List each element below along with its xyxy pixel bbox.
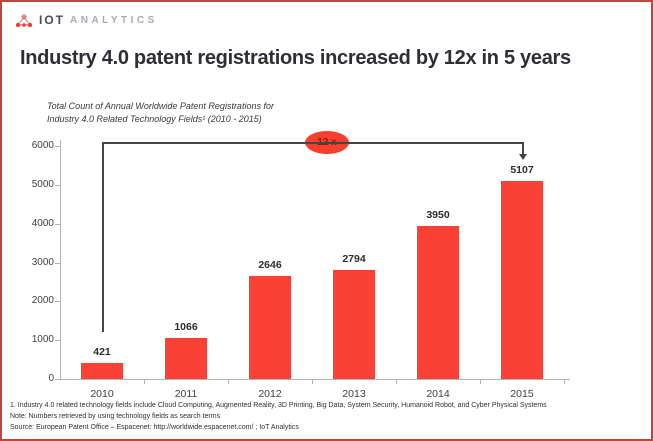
- x-axis-label: 2013: [342, 388, 366, 400]
- x-axis-tick: [480, 380, 481, 384]
- bar-value-label: 2646: [258, 259, 282, 272]
- y-axis-tick-label: 0: [48, 373, 54, 384]
- x-axis-tick: [396, 380, 397, 384]
- bar-2010: [81, 362, 123, 379]
- x-axis-tick: [228, 380, 229, 384]
- y-axis-tick: [55, 379, 60, 380]
- y-axis-tick: [55, 223, 60, 225]
- chart-subtitle-line2: Industry 4.0 Related Technology Fields¹ …: [47, 113, 262, 124]
- logo-text-iot: IOT: [39, 13, 65, 27]
- bar-2015: [501, 180, 543, 379]
- growth-annotation-line: [522, 142, 524, 154]
- bar-value-label: 5107: [510, 163, 534, 176]
- chart-subtitle: Total Count of Annual Worldwide Patent R…: [47, 100, 274, 125]
- y-axis-tick-label: 3000: [31, 256, 54, 268]
- x-axis-tick: [564, 380, 565, 384]
- y-axis-tick-label: 1000: [31, 334, 54, 346]
- growth-annotation-line: [102, 142, 104, 332]
- y-axis-tick: [55, 340, 60, 342]
- y-axis-tick-label: 4000: [31, 217, 54, 229]
- footnote-line: 1. Industry 4.0 related technology field…: [10, 402, 547, 409]
- bar-value-label: 3950: [426, 208, 450, 221]
- y-axis-tick: [55, 146, 60, 147]
- bar-value-label: 2794: [342, 253, 366, 266]
- footnotes: 1. Industry 4.0 related technology field…: [10, 401, 643, 433]
- iot-analytics-logo: IOT ANALYTICS: [14, 11, 158, 29]
- footnote-line: Note: Numbers retrieved by using technol…: [10, 412, 221, 420]
- bar-2014: [417, 225, 459, 379]
- x-axis-label: 2010: [90, 388, 114, 400]
- bar-2012: [249, 276, 291, 379]
- bar-chart: 12 x 01000200030004000500060004212010106…: [2, 131, 651, 400]
- y-axis-tick: [55, 301, 60, 303]
- y-axis-tick-label: 5000: [31, 178, 54, 190]
- chart-subtitle-line1: Total Count of Annual Worldwide Patent R…: [47, 101, 274, 111]
- network-icon: [15, 13, 33, 27]
- bar-2011: [165, 337, 207, 379]
- x-axis-label: 2012: [258, 388, 282, 400]
- bar-2013: [333, 270, 375, 379]
- y-axis-tick-label: 2000: [31, 295, 54, 307]
- growth-annotation-line: [102, 142, 522, 144]
- x-axis-label: 2011: [174, 388, 198, 400]
- y-axis-tick-label: 6000: [31, 140, 54, 151]
- arrow-down-icon: [518, 154, 527, 160]
- y-axis: [60, 140, 61, 380]
- y-axis-tick: [55, 184, 60, 186]
- x-axis-label: 2015: [510, 388, 534, 400]
- x-axis-tick: [312, 380, 313, 384]
- logo-text-analytics: ANALYTICS: [70, 14, 158, 26]
- page-title: Industry 4.0 patent registrations increa…: [20, 47, 571, 69]
- x-axis: [60, 379, 570, 380]
- footnote-line: Source: European Patent Office – Espacen…: [10, 423, 299, 431]
- y-axis-tick: [55, 262, 60, 264]
- x-axis-label: 2014: [426, 388, 450, 400]
- bar-value-label: 1066: [174, 320, 198, 333]
- bar-value-label: 421: [93, 345, 111, 358]
- x-axis-tick: [144, 380, 145, 384]
